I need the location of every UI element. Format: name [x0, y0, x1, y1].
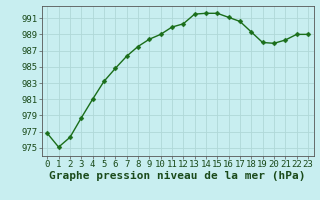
X-axis label: Graphe pression niveau de la mer (hPa): Graphe pression niveau de la mer (hPa)	[49, 171, 306, 181]
